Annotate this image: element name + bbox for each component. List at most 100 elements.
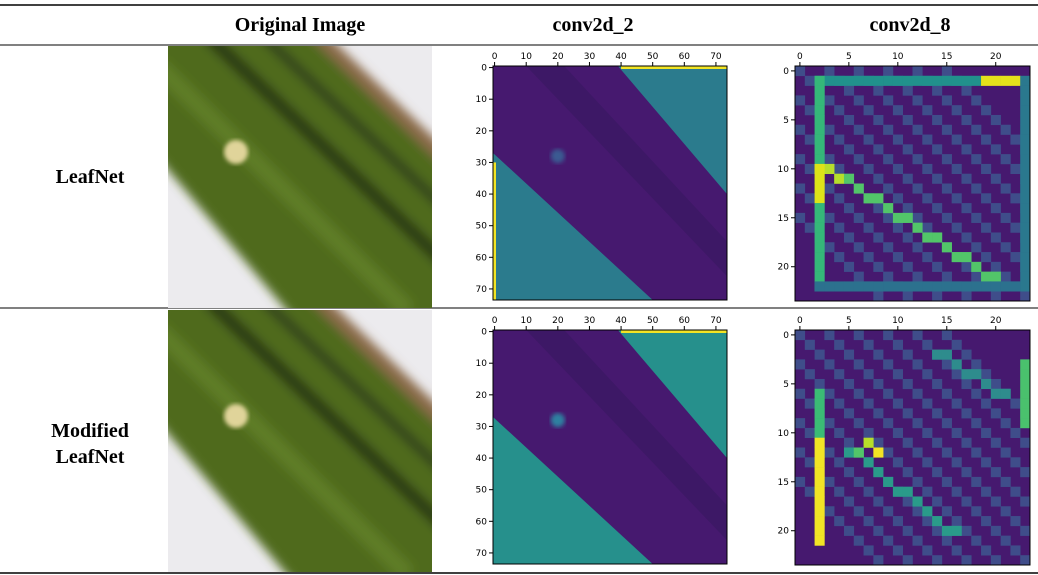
activation-cell [864,193,874,203]
activation-cell [824,66,834,76]
activation-cell [873,555,883,565]
activation-cell [1010,193,1020,203]
activation-cell [981,223,991,233]
activation-cell [903,203,913,213]
activation-cell [824,154,834,164]
activation-cell [913,125,923,135]
activation-cell [834,516,844,526]
y-tick-label: 15 [778,478,789,488]
activation-cell [873,262,883,272]
activation-cell [795,184,805,194]
activation-cell [1010,428,1020,438]
activation-cell [864,135,874,145]
activation-cell [834,428,844,438]
activation-cell [961,438,971,448]
y-tick-label: 10 [476,359,488,369]
y-tick-label: 10 [476,95,488,105]
y-tick-label: 20 [778,263,790,273]
activation-cell [942,448,952,458]
activation-cell [961,526,971,536]
activation-cell [991,281,1001,291]
activation-cell [1020,291,1030,301]
activation-cell [864,340,874,350]
activation-cell [873,496,883,506]
activation-cell [903,262,913,272]
activation-cell [932,76,942,86]
x-tick-label: 0 [492,52,498,62]
activation-cell [913,418,923,428]
activation-cell [922,164,932,174]
activation-cell [1001,448,1011,458]
activation-cell [903,350,913,360]
activation-cell [913,496,923,506]
activation-cell [981,428,991,438]
activation-cell [883,536,893,546]
activation-cell [903,496,913,506]
y-tick-label: 20 [476,127,488,137]
activation-cell [854,330,864,340]
activation-cell [913,242,923,252]
activation-cell [932,379,942,389]
activation-cell [815,350,825,360]
x-tick-label: 50 [647,52,659,62]
activation-cell [1001,272,1011,282]
activation-cell [981,399,991,409]
activation-cell [1020,105,1030,115]
activation-cell [815,389,825,399]
activation-cell [864,105,874,115]
activation-cell [903,526,913,536]
activation-cell [1020,496,1030,506]
activation-cell [1020,144,1030,154]
activation-cell [815,477,825,487]
activation-cell [981,252,991,262]
leaf-image [148,290,458,575]
activation-cell [903,467,913,477]
activation-cell [903,144,913,154]
x-tick-label: 10 [520,52,532,62]
activation-cell [805,428,815,438]
activation-cell [873,115,883,125]
activation-cell [834,193,844,203]
activation-cell [873,76,883,86]
activation-cell [981,487,991,497]
x-tick-label: 60 [679,52,691,62]
activation-cell [913,154,923,164]
y-tick-label: 30 [476,158,488,168]
activation-cell [932,438,942,448]
x-tick-label: 20 [552,52,564,62]
activation-cell [854,242,864,252]
activation-cell [854,76,864,86]
activation-cell [922,252,932,262]
activation-cell [834,174,844,184]
activation-cell [824,164,834,174]
activation-cell [815,467,825,477]
activation-cell [854,66,864,76]
y-tick-label: 0 [783,331,789,341]
lesion [224,140,248,164]
activation-cell [834,487,844,497]
activation-cell [932,144,942,154]
activation-cell [981,76,991,86]
activation-cell [844,281,854,291]
activation-cell [942,359,952,369]
activation-cell [815,76,825,86]
activation-cell [864,545,874,555]
activation-cell [961,115,971,125]
activation-cell [815,144,825,154]
x-tick-label: 5 [846,316,852,326]
activation-cell [942,526,952,536]
activation-cell [854,184,864,194]
activation-cell [1001,154,1011,164]
activation-cell [864,252,874,262]
activation-cell [815,526,825,536]
x-tick-label: 0 [492,316,498,326]
activation-cell [864,487,874,497]
activation-cell [952,135,962,145]
activation-cell [991,76,1001,86]
activation-cell [903,408,913,418]
activation-cell [971,242,981,252]
figure: 0102030405060700102030405060700510152005… [0,0,1038,575]
activation-cell [893,213,903,223]
activation-cell [844,496,854,506]
